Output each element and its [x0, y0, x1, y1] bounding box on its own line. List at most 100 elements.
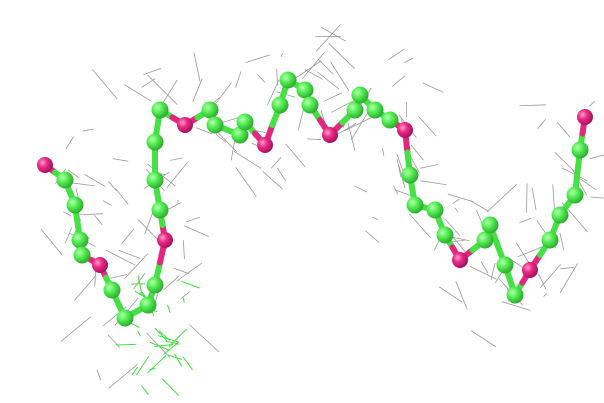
mesh-line	[444, 218, 461, 236]
mesh-line	[109, 274, 128, 279]
mesh-line	[115, 343, 136, 346]
mesh-line	[186, 216, 200, 223]
mesh-line	[372, 216, 379, 221]
mesh-line	[554, 152, 575, 172]
carbon-atom	[139, 296, 157, 314]
mesh-line	[365, 230, 380, 243]
carbon-atom	[279, 71, 297, 89]
carbon-atom	[571, 141, 589, 159]
mesh-line	[420, 180, 447, 186]
mesh-line	[330, 61, 350, 91]
mesh-line	[543, 293, 548, 297]
mesh-line	[519, 104, 547, 107]
mesh-line	[174, 353, 183, 367]
mesh-line	[102, 200, 112, 206]
mesh-line	[422, 82, 444, 93]
oxygen-atom	[397, 122, 413, 138]
carbon-atom	[66, 196, 84, 214]
carbon-atom	[506, 286, 524, 304]
mesh-line	[131, 366, 139, 375]
mesh-line	[454, 207, 459, 212]
mesh-line	[168, 328, 187, 347]
mesh-line	[147, 355, 167, 374]
carbon-atom	[406, 196, 424, 214]
mesh-line	[222, 117, 240, 123]
mesh-line	[469, 265, 497, 280]
carbon-atom	[71, 231, 89, 249]
carbon-atom	[346, 101, 364, 119]
carbon-atom	[496, 256, 514, 274]
oxygen-atom	[177, 117, 193, 133]
carbon-atom	[151, 101, 169, 119]
bonds	[42, 77, 588, 321]
mesh-line	[519, 217, 532, 224]
mesh-line	[170, 157, 183, 161]
mesh-line	[320, 26, 347, 42]
mesh-line	[180, 291, 191, 300]
carbon-atom	[231, 126, 249, 144]
mesh-line	[455, 281, 468, 310]
mesh-line	[167, 354, 183, 360]
mesh-line	[420, 164, 438, 169]
mesh-line	[404, 57, 414, 63]
mesh-line	[140, 385, 149, 395]
mesh-line	[315, 24, 341, 52]
mesh-line	[137, 330, 141, 337]
density-mesh	[0, 24, 604, 389]
carbon-atom	[351, 86, 369, 104]
mesh-line	[112, 158, 129, 162]
mesh-line	[107, 334, 121, 348]
mesh-line	[108, 364, 138, 389]
mesh-line	[559, 263, 578, 294]
carbon-atom	[73, 246, 91, 264]
mesh-line	[337, 123, 357, 135]
carbon-atom	[401, 166, 419, 184]
mesh-line	[183, 225, 209, 237]
mesh-line	[588, 100, 596, 107]
mesh-line	[181, 280, 200, 289]
mesh-line	[396, 159, 402, 178]
mesh-line	[556, 121, 571, 138]
mesh-line	[230, 138, 236, 161]
mesh-line	[183, 297, 185, 303]
mesh-line	[480, 261, 489, 274]
carbon-atom	[201, 101, 219, 119]
mesh-line	[316, 71, 340, 90]
mesh-line	[182, 356, 193, 371]
mesh-line	[408, 213, 431, 239]
mesh-line	[501, 301, 531, 311]
mesh-line	[215, 134, 227, 143]
mesh-line	[189, 324, 220, 353]
mesh-line	[469, 200, 489, 212]
mesh-line	[235, 71, 242, 88]
mesh-line	[154, 327, 168, 342]
carbon-atom	[151, 201, 169, 219]
mesh-line	[285, 143, 306, 168]
mesh-line	[193, 52, 201, 82]
mesh-line	[67, 169, 80, 179]
carbon-atom	[206, 116, 224, 134]
mesh-line	[354, 185, 368, 193]
oxygen-atom	[577, 109, 593, 125]
oxygen-atom	[522, 262, 538, 278]
mesh-line	[515, 242, 531, 265]
mesh-line	[94, 214, 103, 226]
carbon-atom	[566, 186, 584, 204]
mesh-line	[80, 213, 104, 215]
mesh-line	[276, 69, 279, 86]
mesh-line	[182, 240, 185, 260]
mesh-line	[537, 119, 547, 129]
mesh-line	[307, 138, 321, 140]
mesh-line	[144, 212, 153, 235]
carbon-atom	[426, 201, 444, 219]
atoms	[37, 71, 593, 327]
mesh-line	[64, 227, 73, 244]
carbon-atom	[481, 216, 499, 234]
carbon-atom	[271, 96, 289, 114]
mesh-line	[157, 335, 178, 343]
mesh-line	[115, 188, 129, 205]
mesh-line	[589, 154, 604, 160]
mesh-line	[270, 157, 282, 169]
mesh-line	[452, 198, 460, 204]
